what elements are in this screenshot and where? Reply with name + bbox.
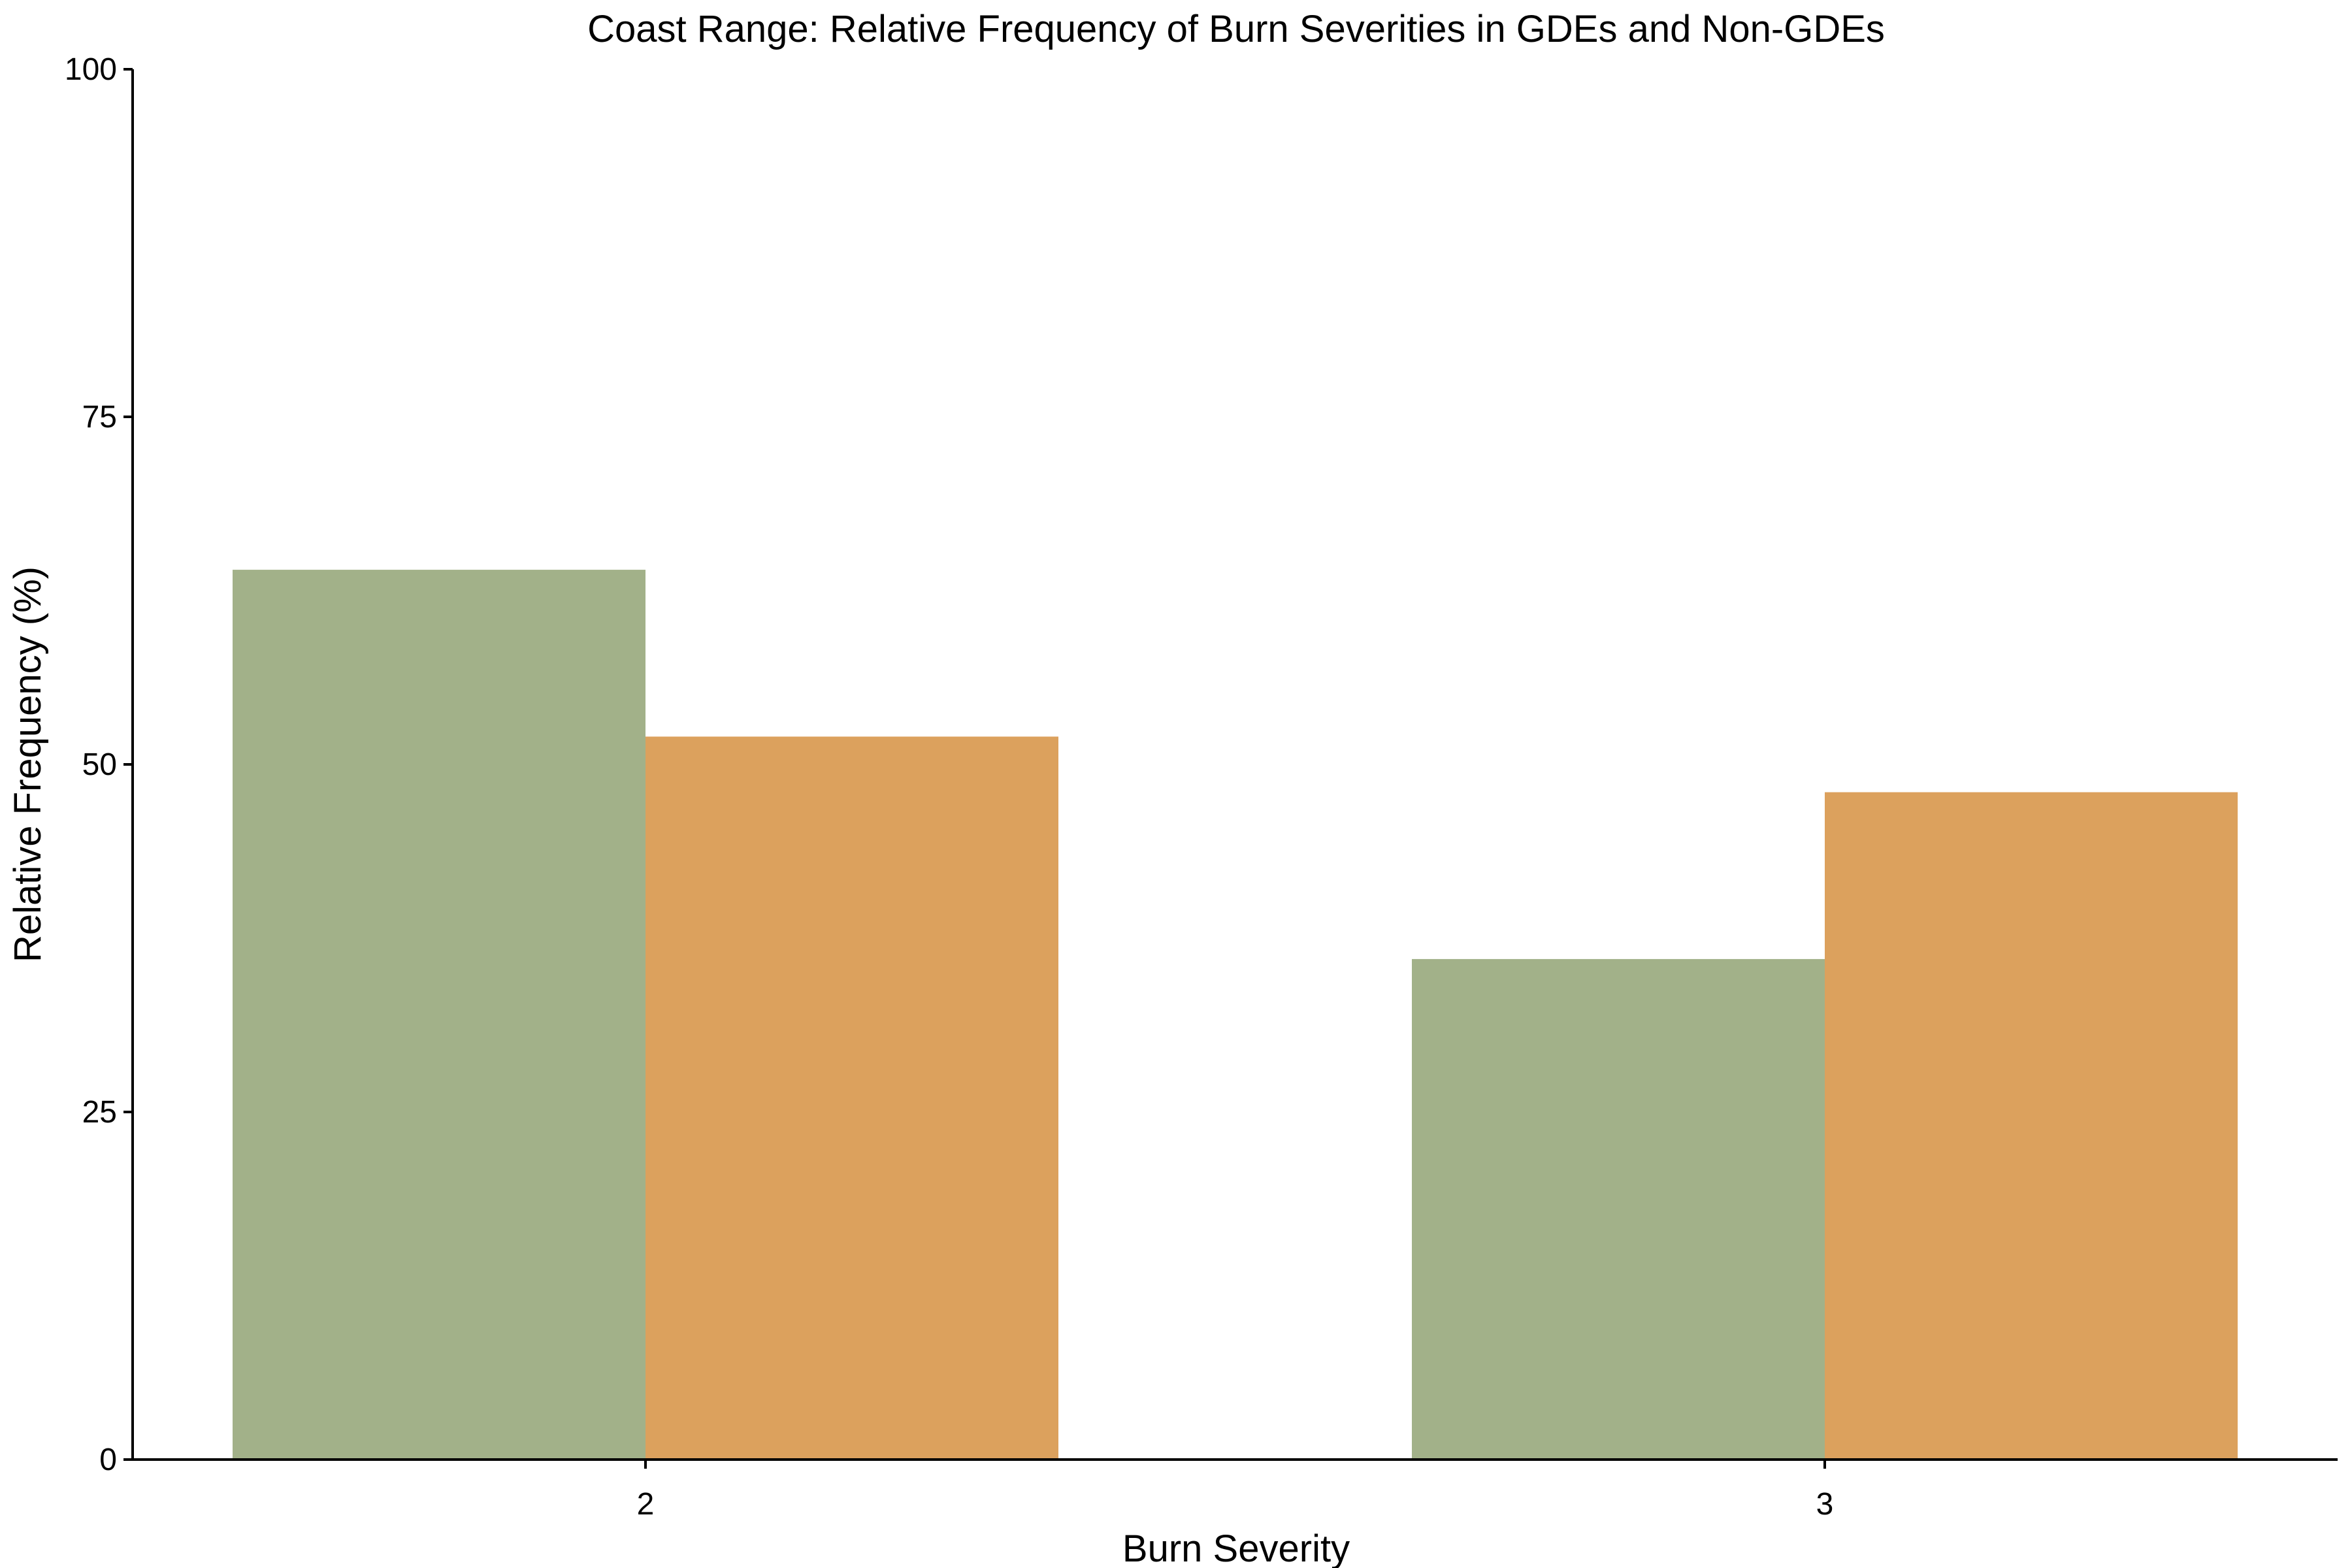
y-axis-label: Relative Frequency (%) bbox=[7, 566, 49, 962]
bar-3-series-2 bbox=[1825, 792, 2238, 1460]
y-tick-label-25: 25 bbox=[82, 1095, 117, 1130]
chart-title: Coast Range: Relative Frequency of Burn … bbox=[587, 8, 1885, 50]
x-axis-label: Burn Severity bbox=[1122, 1527, 1350, 1568]
plot-area: 0 25 50 75 100 2 3 bbox=[65, 52, 2338, 1522]
bar-3-series-1 bbox=[1412, 958, 1825, 1460]
y-tick-label-50: 50 bbox=[82, 747, 117, 782]
bar-2-series-1 bbox=[233, 570, 645, 1460]
x-tick-label-2: 2 bbox=[637, 1487, 655, 1522]
x-tick-label-3: 3 bbox=[1816, 1487, 1834, 1522]
y-tick-label-75: 75 bbox=[82, 400, 117, 434]
y-tick-label-0: 0 bbox=[99, 1443, 117, 1477]
y-tick-label-100: 100 bbox=[65, 52, 117, 87]
bar-2-series-2 bbox=[645, 736, 1058, 1460]
